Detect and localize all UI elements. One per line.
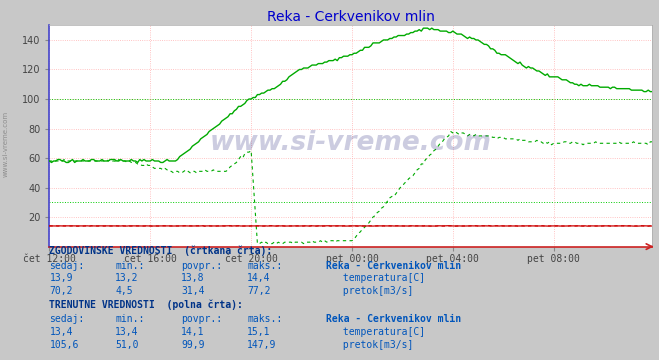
Text: 99,9: 99,9 [181,340,205,350]
Text: ZGODOVINSKE VREDNOSTI  (črtkana črta):: ZGODOVINSKE VREDNOSTI (črtkana črta): [49,245,273,256]
Text: www.si-vreme.com: www.si-vreme.com [2,111,9,177]
Text: 31,4: 31,4 [181,286,205,296]
Text: 77,2: 77,2 [247,286,271,296]
Text: sedaj:: sedaj: [49,314,84,324]
Text: www.si-vreme.com: www.si-vreme.com [210,130,492,156]
Text: pretok[m3/s]: pretok[m3/s] [337,286,414,296]
Text: 13,4: 13,4 [115,327,139,337]
Text: 13,4: 13,4 [49,327,73,337]
Text: 70,2: 70,2 [49,286,73,296]
Text: 14,1: 14,1 [181,327,205,337]
Text: 13,2: 13,2 [115,273,139,283]
Text: sedaj:: sedaj: [49,261,84,271]
Text: 15,1: 15,1 [247,327,271,337]
Text: 4,5: 4,5 [115,286,133,296]
Text: maks.:: maks.: [247,314,282,324]
Text: pretok[m3/s]: pretok[m3/s] [337,340,414,350]
Text: temperatura[C]: temperatura[C] [337,273,426,283]
Text: povpr.:: povpr.: [181,261,222,271]
Text: Reka - Cerkvenikov mlin: Reka - Cerkvenikov mlin [326,314,461,324]
Text: povpr.:: povpr.: [181,314,222,324]
Text: 13,9: 13,9 [49,273,73,283]
Text: temperatura[C]: temperatura[C] [337,327,426,337]
Text: 14,4: 14,4 [247,273,271,283]
Text: 147,9: 147,9 [247,340,277,350]
Text: maks.:: maks.: [247,261,282,271]
Text: min.:: min.: [115,314,145,324]
Title: Reka - Cerkvenikov mlin: Reka - Cerkvenikov mlin [267,10,435,24]
Text: 51,0: 51,0 [115,340,139,350]
Text: 13,8: 13,8 [181,273,205,283]
Text: 105,6: 105,6 [49,340,79,350]
Text: TRENUTNE VREDNOSTI  (polna črta):: TRENUTNE VREDNOSTI (polna črta): [49,299,243,310]
Text: min.:: min.: [115,261,145,271]
Text: Reka - Cerkvenikov mlin: Reka - Cerkvenikov mlin [326,261,461,271]
